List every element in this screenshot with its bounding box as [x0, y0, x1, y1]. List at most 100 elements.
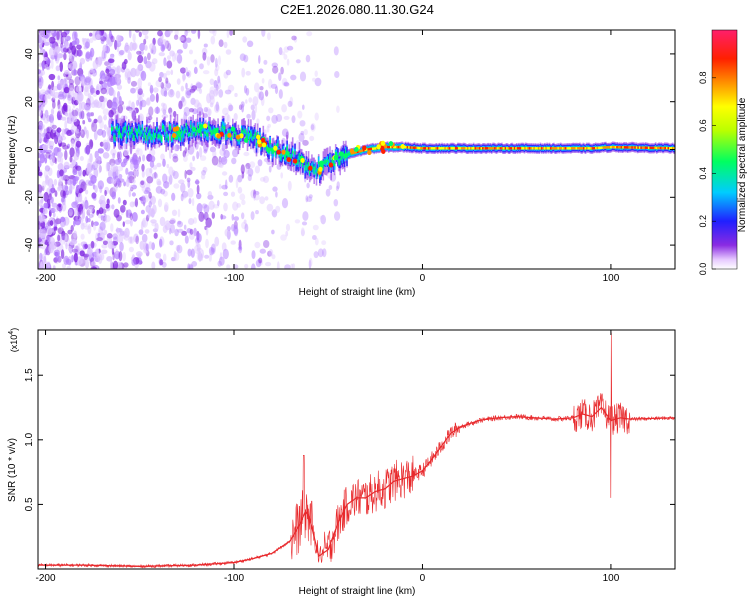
spectrogram-ridge-band	[156, 127, 158, 132]
spectrogram-hot-spot	[256, 134, 261, 140]
spectrogram-noise-blob	[50, 30, 55, 34]
spectrogram-noise-blob	[202, 70, 210, 75]
spectrogram-noise-blob	[198, 88, 203, 94]
spectrogram-noise-blob	[188, 218, 195, 225]
spectrogram-noise-blob	[93, 118, 98, 124]
spectrogram-noise-blob	[101, 244, 108, 249]
spectrogram-noise-blob	[106, 255, 113, 262]
spectrogram-ridge-band	[203, 131, 206, 134]
spectrogram-noise-blob	[235, 178, 239, 189]
spectrogram-noise-blob	[149, 43, 155, 51]
spectrogram-noise-blob	[187, 248, 192, 257]
spectrogram-noise-blob	[306, 182, 310, 189]
spectrogram-noise-blob	[299, 71, 307, 82]
spectrogram-noise-blob	[189, 228, 194, 235]
spectrogram-noise-blob	[77, 243, 81, 250]
spectrogram-noise-blob	[103, 124, 107, 130]
spectrogram-noise-blob	[271, 114, 278, 124]
spectrogram-noise-blob	[210, 35, 216, 45]
spectrogram-noise-blob	[104, 50, 107, 59]
spectrogram-noise-blob	[53, 179, 58, 186]
spectrogram-noise-blob	[70, 225, 74, 232]
spectrogram-noise-blob	[78, 102, 82, 112]
spectrogram-noise-blob	[85, 51, 91, 59]
spectrogram-noise-blob	[116, 43, 120, 53]
spectrogram-ridge-core	[503, 147, 505, 150]
spectrogram-noise-blob	[118, 251, 123, 262]
spectrogram-ridge-band	[186, 129, 189, 133]
spectrogram-noise-blob	[80, 233, 85, 240]
spectrogram-noise-blob	[79, 57, 86, 65]
spectrogram-noise-blob	[38, 213, 45, 223]
spectrogram-ridge-core	[429, 147, 431, 150]
spectrogram-noise-blob	[94, 150, 99, 159]
spectrogram-ridge-band	[155, 133, 157, 138]
spectrogram-noise-blob	[140, 180, 145, 186]
spectrogram-noise-blob	[129, 213, 133, 221]
spectrogram-noise-blob	[178, 100, 183, 110]
spectrogram-noise-blob	[66, 265, 71, 269]
spectrogram-noise-blob	[184, 235, 189, 244]
spectrogram-ridge-band	[241, 128, 243, 134]
spectrogram-ridge-core	[613, 146, 615, 149]
spectrogram-noise-blob	[199, 155, 207, 161]
spectrogram-ridge-band	[304, 167, 306, 171]
spectrogram-ridge-band	[161, 125, 164, 129]
spectrogram-noise-blob	[128, 246, 134, 253]
spectrogram-noise-blob	[266, 125, 270, 133]
spectrogram-noise-blob	[95, 90, 100, 95]
spectrogram-noise-blob	[160, 188, 166, 195]
spectrogram-noise-blob	[183, 224, 187, 230]
spectrogram-noise-blob	[278, 89, 283, 99]
spectrogram-noise-blob	[68, 108, 72, 116]
spectrogram-noise-blob	[142, 219, 146, 228]
spectrogram-noise-blob	[220, 215, 227, 220]
spectrogram-noise-blob	[43, 191, 49, 203]
spectrogram-noise-blob	[258, 68, 264, 74]
spectrogram-noise-blob	[328, 185, 333, 190]
spectrogram-noise-blob	[120, 205, 126, 213]
spectrogram-noise-blob	[189, 88, 196, 93]
spectrogram-ridge-core	[361, 149, 364, 152]
spectrogram-noise-blob	[181, 230, 188, 236]
spectrogram-noise-blob	[102, 108, 110, 116]
spectrogram-noise-blob	[65, 258, 72, 265]
spectrogram-noise-blob	[217, 260, 222, 267]
spectrogram-x-tick-label: -200	[36, 273, 56, 284]
spectrogram-noise-blob	[80, 129, 85, 139]
spectrogram-noise-blob	[147, 82, 151, 87]
spectrogram-noise-blob	[210, 54, 215, 63]
spectrogram-noise-blob	[89, 37, 94, 44]
spectrogram-ridge-band	[143, 131, 146, 136]
spectrogram-noise-blob	[237, 186, 243, 194]
spectrogram-ridge-band	[225, 134, 227, 140]
spectrogram-ridge-core	[513, 147, 516, 150]
spectrogram-noise-blob	[82, 169, 86, 177]
spectrogram-noise-blob	[215, 57, 218, 68]
spectrogram-noise-blob	[143, 56, 148, 65]
spectrogram-ridge-band	[196, 125, 199, 129]
spectrogram-noise-blob	[69, 240, 75, 246]
spectrogram-ridge-band	[120, 132, 122, 139]
spectrogram-noise-blob	[223, 71, 229, 79]
spectrogram-ridge-core	[466, 147, 469, 150]
spectrogram-noise-blob	[169, 50, 175, 57]
spectrogram-ridge-core	[365, 148, 368, 151]
spectrogram-ridge-core	[471, 147, 474, 150]
spectrogram-ridge-band	[341, 155, 344, 159]
spectrogram-noise-blob	[193, 217, 197, 224]
spectrogram-noise-blob	[177, 228, 184, 233]
spectrogram-ridge-band	[180, 135, 182, 141]
spectrogram-noise-blob	[214, 68, 219, 77]
spectrogram-noise-blob	[69, 62, 76, 71]
spectrogram-noise-blob	[99, 221, 106, 231]
spectrogram-noise-blob	[186, 169, 193, 176]
spectrogram-ridge-core	[479, 147, 481, 150]
spectrogram-noise-blob	[125, 167, 129, 175]
spectrogram-noise-blob	[40, 229, 47, 239]
spectrogram-noise-blob	[272, 186, 278, 192]
spectrogram-noise-blob	[162, 173, 168, 184]
spectrogram-noise-blob	[51, 183, 55, 194]
spectrogram-noise-blob	[159, 71, 164, 78]
